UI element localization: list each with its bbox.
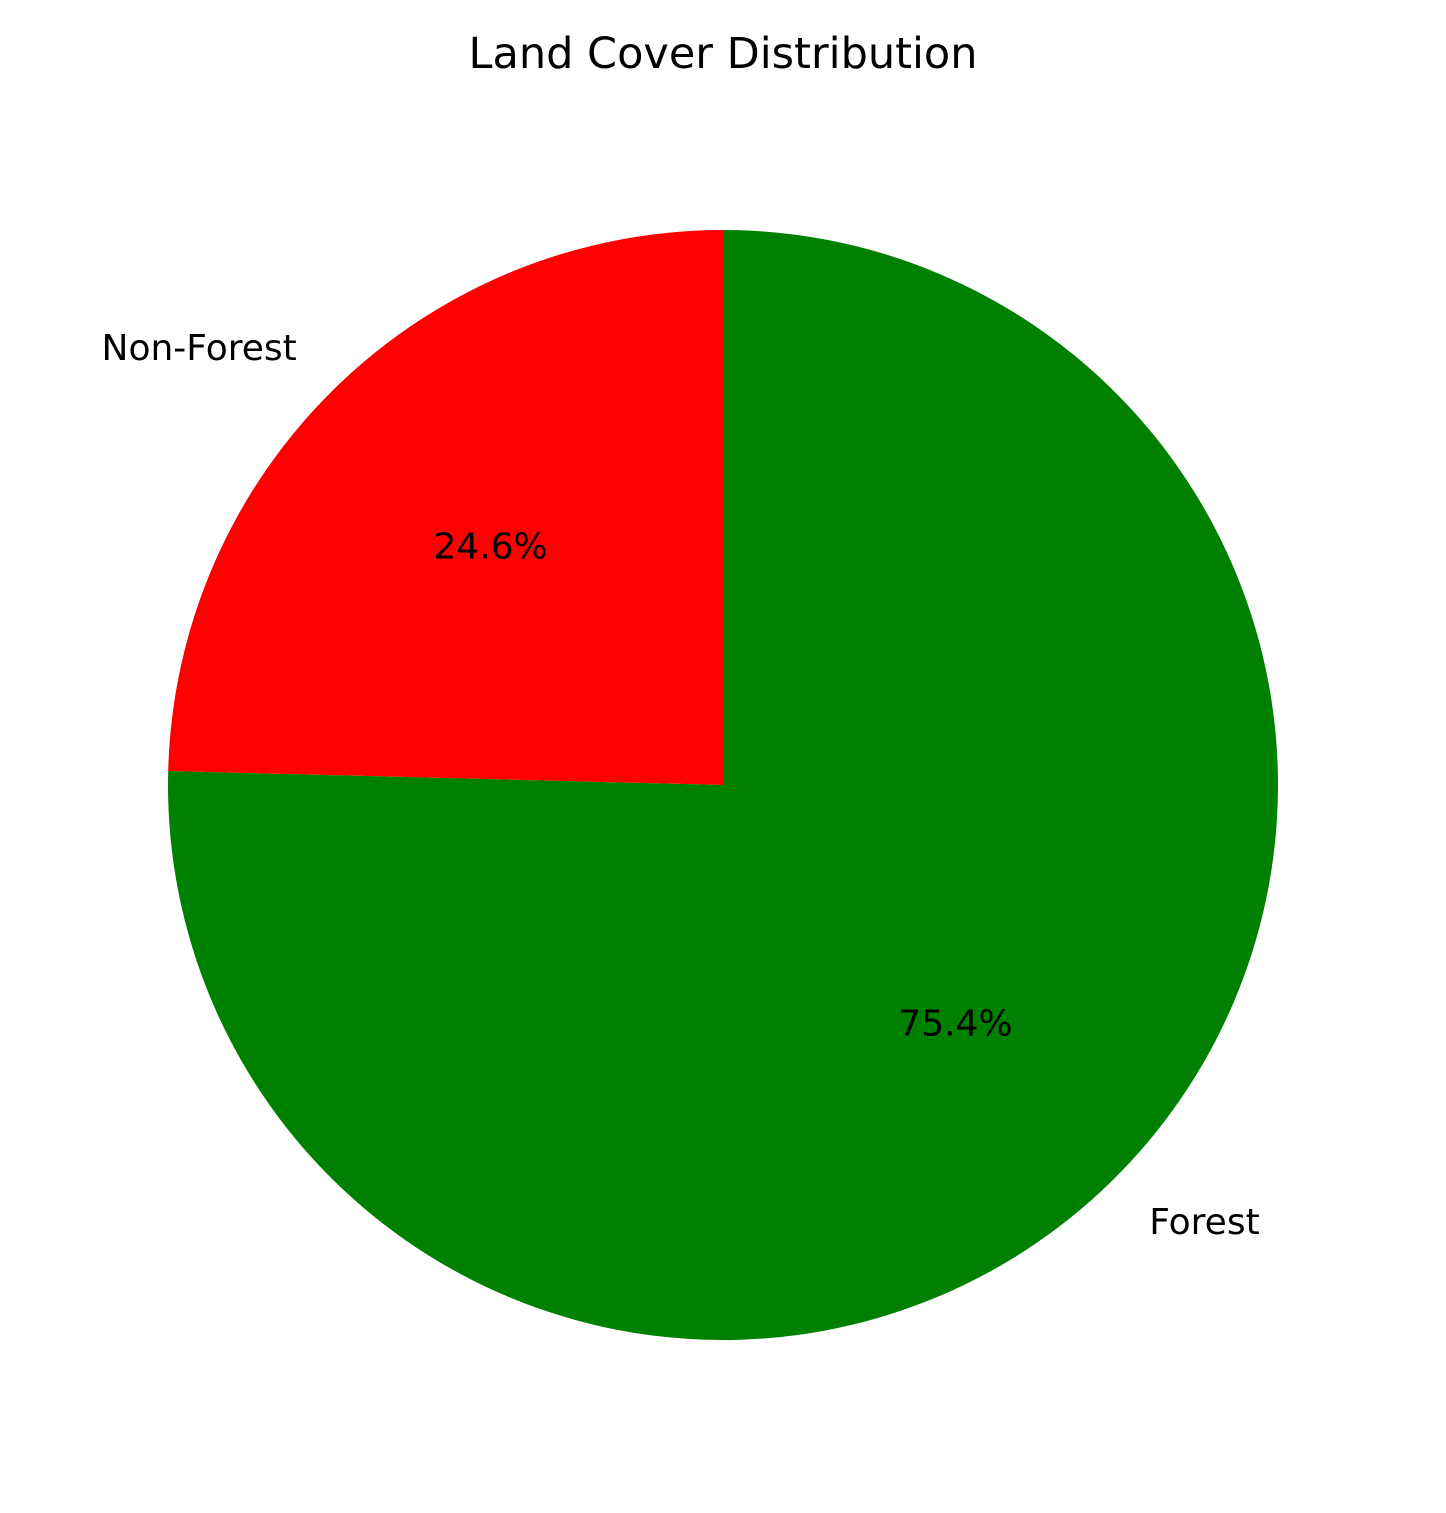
slice-label-forest: Forest (1149, 1202, 1259, 1243)
slice-non-forest (168, 230, 723, 785)
percent-label-forest: 75.4% (898, 1003, 1012, 1044)
slice-forest (168, 230, 1278, 1340)
slice-label-non-forest: Non-Forest (102, 328, 297, 369)
pie-slices (168, 230, 1278, 1340)
chart-title: Land Cover Distribution (469, 29, 978, 79)
pie-labels: Non-Forest 24.6% Forest 75.4% (102, 328, 1260, 1243)
percent-label-non-forest: 24.6% (433, 527, 547, 568)
